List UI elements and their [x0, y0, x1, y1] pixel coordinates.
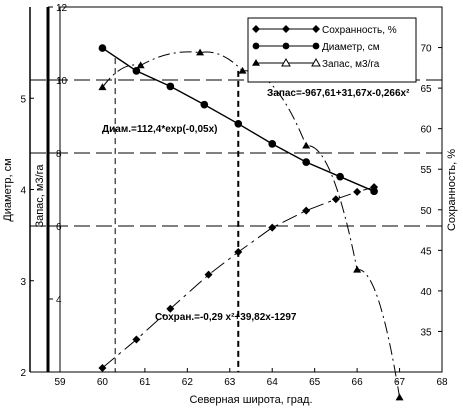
survival-tick-label: 45	[420, 246, 432, 257]
data-point-triangle	[353, 265, 362, 273]
data-point-diamond	[166, 304, 175, 313]
legend-marker-triangle	[281, 57, 291, 67]
legend-marker-diamond	[282, 25, 290, 33]
data-point-diamond	[268, 223, 277, 232]
series-line-diamond	[102, 186, 375, 369]
data-point-diamond	[234, 247, 243, 256]
x-tick-label: 63	[224, 377, 236, 388]
survival-tick-label: 65	[420, 84, 432, 95]
x-axis-title: Северная широта, град.	[189, 394, 312, 406]
annotation-diameter-formula: Диам.=112,4*exp(-0,05x)	[102, 124, 217, 135]
data-point-circle	[132, 67, 141, 75]
stock-tick-label: 12	[56, 3, 68, 14]
legend-label-circle: Диаметр, см	[322, 42, 380, 53]
x-tick-label: 60	[97, 377, 109, 388]
data-point-triangle	[136, 61, 145, 69]
data-point-triangle	[98, 83, 107, 91]
stock-axis-title: Запас, м3/га	[34, 164, 46, 228]
legend-marker-diamond	[312, 25, 320, 33]
data-point-circle	[200, 100, 209, 109]
tick-labels: 59 60 61 62 63 64 65 66 67 6823454681012354045505…	[20, 3, 448, 388]
x-tick-label: 67	[394, 377, 406, 388]
stock-tick-label: 10	[56, 76, 68, 87]
diameter-tick-label: 5	[20, 94, 26, 105]
diameter-tick-label: 3	[20, 277, 26, 288]
survival-tick-label: 50	[420, 206, 432, 217]
data-point-circle	[302, 158, 311, 166]
legend-marker-circle	[312, 42, 320, 50]
data-point-triangle	[238, 66, 247, 74]
x-tick-label: 59	[54, 377, 66, 388]
diameter-tick-label: 4	[20, 186, 26, 197]
plot-frame	[59, 6, 443, 373]
survival-tick-label: 70	[420, 44, 432, 55]
data-point-circle	[166, 82, 175, 91]
data-point-diamond	[331, 195, 340, 204]
legend-label-triangle: Запас, м3/га	[322, 59, 380, 70]
legend-marker-triangle	[311, 57, 321, 67]
series-line-triangle	[102, 51, 401, 398]
stock-tick-label: 4	[56, 295, 62, 306]
data-point-circle	[98, 44, 107, 52]
x-tick-label: 61	[139, 377, 151, 388]
legend-marker-diamond	[252, 25, 260, 33]
survival-tick-label: 60	[420, 125, 432, 136]
annotation-survival-formula: Сохран.=-0,29 x²+39,82x-1297	[155, 312, 297, 323]
stock-tick-label: 6	[56, 222, 62, 233]
legend-label-diamond: Сохранность, %	[322, 25, 397, 36]
x-tick-label: 62	[182, 377, 194, 388]
survival-tick-label: 55	[420, 165, 432, 176]
data-point-triangle	[302, 141, 311, 149]
x-tick-label: 68	[436, 377, 448, 388]
legend-marker-triangle	[252, 59, 260, 66]
data-point-circle	[234, 119, 243, 128]
data-point-diamond	[302, 206, 311, 215]
reference-lines	[30, 58, 442, 372]
x-tick-label: 66	[352, 377, 364, 388]
annotations: Запас=-967,61+31,67x-0,266x² Диам.=112,4…	[102, 88, 410, 323]
legend: Сохранность, % Диаметр, см Запас, м3/га	[247, 17, 417, 83]
x-tick-label: 64	[267, 377, 279, 388]
stock-tick-label: 8	[56, 149, 62, 160]
data-point-circle	[336, 172, 344, 181]
data-point-triangle	[395, 393, 404, 401]
legend-marker-circle	[252, 42, 260, 50]
x-tick-label: 65	[309, 377, 321, 388]
survival-tick-label: 40	[420, 287, 432, 298]
data-point-circle	[268, 140, 277, 148]
survival-tick-label: 35	[420, 327, 432, 338]
survival-axis-title: Сохранность, %	[446, 149, 458, 231]
diameter-tick-label: 2	[20, 368, 26, 379]
annotation-stock-formula: Запас=-967,61+31,67x-0,266x²	[267, 88, 410, 99]
legend-marker-circle	[282, 42, 290, 50]
data-point-diamond	[353, 187, 362, 196]
data-point-diamond	[204, 270, 213, 279]
data-point-diamond	[132, 335, 141, 344]
diameter-axis-title: Диаметр, см	[2, 158, 14, 221]
series-group	[98, 44, 404, 401]
data-point-diamond	[98, 363, 107, 372]
data-point-circle	[370, 187, 378, 196]
data-point-triangle	[196, 48, 205, 56]
